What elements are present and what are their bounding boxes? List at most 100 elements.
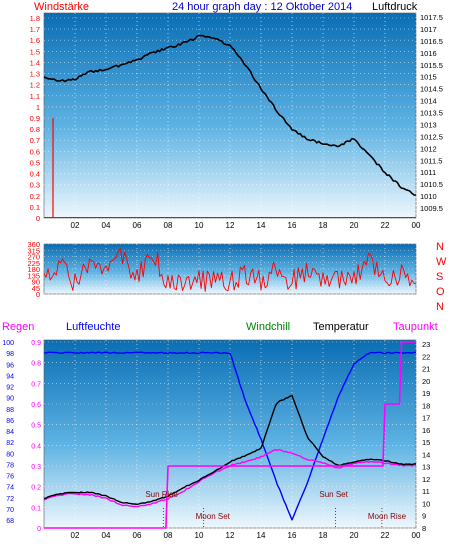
x-tick-label: 00 xyxy=(412,531,421,540)
regen-line xyxy=(44,341,416,529)
luftdruck-tick-label: 1015.5 xyxy=(420,61,443,70)
luftfeuchte-tick-label: 92 xyxy=(6,385,14,392)
x-tick-label: 08 xyxy=(164,531,173,540)
luftfeuchte-tick-label: 90 xyxy=(6,396,14,403)
luftdruck-line xyxy=(43,34,417,196)
windstaerke-tick-label: 0.2 xyxy=(30,192,40,201)
regen-tick-label: 0 xyxy=(37,526,41,533)
winddir-tick-label: 360 xyxy=(27,240,40,249)
temperatur-tick-label: 11 xyxy=(422,487,430,496)
luftdruck-tick-label: 1011.5 xyxy=(420,156,442,165)
winddir-tick-label: 0 xyxy=(36,290,40,299)
luftdruck-tick-label: 1016 xyxy=(420,49,437,58)
legend-regen: Regen xyxy=(2,321,34,333)
regen-tick-label: 0.8 xyxy=(31,361,41,368)
luftdruck-tick-label: 1013.5 xyxy=(420,109,443,118)
luftdruck-tick-label: 1017 xyxy=(420,25,437,34)
luftdruck-tick-label: 1012 xyxy=(420,144,437,153)
x-tick-label: 04 xyxy=(102,531,111,540)
luftfeuchte-tick-label: 82 xyxy=(6,440,14,447)
luftfeuchte-tick-label: 84 xyxy=(6,429,14,436)
luftdruck-tick-label: 1011 xyxy=(420,168,436,177)
x-tick-label: 00 xyxy=(412,221,421,230)
luftdruck-tick-label: 1015 xyxy=(420,73,437,82)
direction-label: W xyxy=(436,256,447,268)
temperatur-line xyxy=(43,394,417,505)
temperatur-tick-label: 21 xyxy=(422,365,430,374)
luftfeuchte-tick-label: 88 xyxy=(6,407,14,414)
annotation-moon-rise: Moon Rise xyxy=(368,512,407,521)
x-tick-label: 18 xyxy=(319,531,328,540)
temperatur-tick-label: 12 xyxy=(422,475,430,484)
windstaerke-tick-label: 0.4 xyxy=(30,170,40,179)
luftdruck-tick-label: 1014.5 xyxy=(420,85,443,94)
windstaerke-tick-label: 1.7 xyxy=(30,25,40,34)
temperatur-tick-label: 15 xyxy=(422,438,430,447)
temperatur-tick-label: 23 xyxy=(422,340,430,349)
luftfeuchte-tick-label: 74 xyxy=(6,485,14,492)
x-tick-label: 06 xyxy=(133,221,142,230)
luftdruck-tick-label: 1014 xyxy=(420,97,437,106)
winddir-line xyxy=(43,248,417,293)
windstaerke-tick-label: 1.5 xyxy=(30,47,40,56)
winddir-tick-label: 45 xyxy=(32,284,40,293)
luftfeuchte-tick-label: 80 xyxy=(6,451,14,458)
luftfeuchte-tick-label: 76 xyxy=(6,474,14,481)
x-tick-label: 16 xyxy=(288,221,297,230)
x-tick-label: 12 xyxy=(226,531,235,540)
regen-tick-label: 0.3 xyxy=(31,464,41,471)
x-tick-label: 20 xyxy=(350,531,359,540)
winddir-tick-label: 225 xyxy=(27,259,40,268)
direction-label: N xyxy=(436,301,444,313)
x-tick-label: 12 xyxy=(226,221,235,230)
temperatur-tick-label: 20 xyxy=(422,377,430,386)
header-luftdruck: Luftdruck xyxy=(372,1,418,13)
regen-tick-label: 0.6 xyxy=(31,402,41,409)
windstaerke-tick-label: 0.1 xyxy=(30,203,40,212)
tick-labels: 0202040406060808101012121414161618182020… xyxy=(2,13,443,540)
legend-taupunkt: Taupunkt xyxy=(393,321,438,333)
x-tick-label: 18 xyxy=(319,221,328,230)
temperatur-tick-label: 19 xyxy=(422,389,430,398)
luftfeuchte-line xyxy=(44,351,417,521)
windstaerke-tick-label: 0.9 xyxy=(30,114,40,123)
windstaerke-tick-label: 1.8 xyxy=(30,14,40,23)
direction-label: N xyxy=(436,241,444,253)
header-title: 24 hour graph day : 12 Oktober 2014 xyxy=(172,1,352,13)
x-tick-label: 20 xyxy=(350,221,359,230)
legend-temperatur: Temperatur xyxy=(313,321,369,333)
windstaerke-tick-label: 0 xyxy=(36,214,40,223)
luftfeuchte-tick-label: 78 xyxy=(6,462,14,469)
winddir-tick-label: 90 xyxy=(32,278,40,287)
x-tick-label: 10 xyxy=(195,531,204,540)
temperatur-tick-label: 10 xyxy=(422,499,430,508)
legend-luftfeuchte: Luftfeuchte xyxy=(66,321,120,333)
windstaerke-tick-label: 1.1 xyxy=(30,92,40,101)
x-tick-label: 22 xyxy=(381,531,390,540)
regen-tick-label: 0.5 xyxy=(31,423,41,430)
luftfeuchte-tick-label: 68 xyxy=(6,518,14,525)
windstaerke-tick-label: 1.2 xyxy=(30,81,40,90)
luftdruck-tick-label: 1010 xyxy=(420,192,437,201)
direction-label: O xyxy=(436,286,445,298)
luftfeuchte-tick-label: 100 xyxy=(2,340,14,347)
series-lines xyxy=(43,34,417,529)
annotation-moon-set: Moon Set xyxy=(196,512,231,521)
windstaerke-tick-label: 0.3 xyxy=(30,181,40,190)
x-tick-label: 08 xyxy=(164,221,173,230)
x-tick-label: 16 xyxy=(288,531,297,540)
regen-tick-label: 0.9 xyxy=(31,340,41,347)
winddir-tick-label: 315 xyxy=(27,246,40,255)
luftfeuchte-tick-label: 70 xyxy=(6,507,14,514)
x-tick-label: 02 xyxy=(71,221,80,230)
temperatur-tick-label: 14 xyxy=(422,450,430,459)
luftfeuchte-tick-label: 96 xyxy=(6,362,14,369)
windstaerke-tick-label: 1.4 xyxy=(30,58,40,67)
windstaerke-tick-label: 1.3 xyxy=(30,70,40,79)
x-tick-label: 10 xyxy=(195,221,204,230)
windstaerke-tick-label: 1 xyxy=(36,103,40,112)
luftfeuchte-tick-label: 72 xyxy=(6,496,14,503)
winddir-tick-label: 180 xyxy=(27,265,40,274)
